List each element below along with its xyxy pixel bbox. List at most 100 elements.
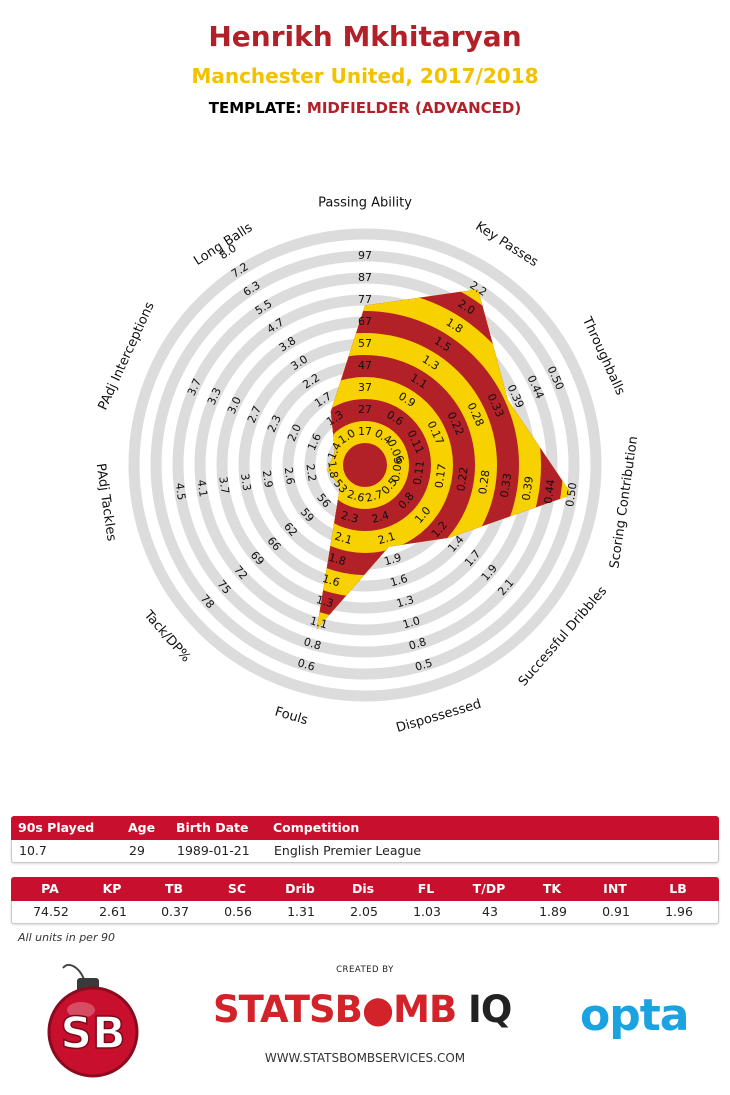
profile-value-90s: 10.7: [19, 843, 47, 858]
template-label: TEMPLATE:: [208, 99, 302, 117]
tick-label: 1.6: [389, 572, 409, 589]
tick-label: 3.7: [216, 476, 231, 495]
tick-label: 0.06: [389, 457, 405, 483]
tick-label: 67: [358, 315, 372, 328]
tick-label: 0.8: [407, 635, 427, 652]
stat-value-int: 0.91: [602, 904, 630, 919]
tick-label: 2.1: [376, 530, 396, 547]
tick-label: 97: [358, 249, 372, 262]
tick-label: 77: [358, 293, 372, 306]
stat-value-lb: 1.96: [665, 904, 693, 919]
profile-table-row: 10.7 29 1989-01-21 English Premier Leagu…: [11, 840, 719, 863]
tick-label: 2.1: [333, 530, 353, 547]
player-name: Henrikh Mkhitaryan: [208, 20, 522, 53]
tick-label: 1.9: [383, 551, 403, 568]
profile-value-age: 29: [129, 843, 145, 858]
radar-ring-10: [128, 228, 602, 702]
profile-table-header: 90s Played Age Birth Date Competition: [11, 816, 719, 840]
brand-iq: IQ: [456, 988, 512, 1031]
stats-table-row: 74.52 2.61 0.37 0.56 1.31 2.05 1.03 43 1…: [11, 901, 719, 924]
tick-label: 1.6: [321, 572, 341, 589]
tick-label: 37: [358, 381, 372, 394]
profile-header-age: Age: [128, 820, 156, 835]
stat-value-sc: 0.56: [224, 904, 252, 919]
stat-value-fl: 1.03: [413, 904, 441, 919]
axis-name: Fouls: [273, 704, 310, 728]
tick-label: 0.5: [414, 656, 434, 673]
radar-chart: 1727374757677787970.40.60.91.11.31.51.82…: [93, 196, 642, 737]
template-value: MIDFIELDER (ADVANCED): [306, 99, 522, 117]
tick-label: 4.1: [195, 479, 210, 498]
stat-header-fl: FL: [417, 881, 435, 896]
tick-label: 2.7: [364, 488, 384, 505]
tick-label: 2.2: [303, 463, 318, 482]
tick-label: 87: [358, 271, 372, 284]
stat-value-dis: 2.05: [350, 904, 378, 919]
tick-label: 0.39: [520, 475, 536, 501]
profile-header-competition: Competition: [273, 820, 360, 835]
tick-label: 0.50: [563, 482, 579, 508]
tick-label: 2.9: [260, 469, 275, 488]
stat-value-drib: 1.31: [287, 904, 315, 919]
stat-value-tdp: 43: [482, 904, 498, 919]
website-url: WWW.STATSBOMBSERVICES.COM: [264, 1051, 466, 1065]
axis-name: PAdj Tackles: [93, 462, 119, 542]
stat-header-dis: Dis: [351, 881, 375, 896]
statsbomb-iq-logo: STATSB●MB IQ: [213, 988, 512, 1031]
units-note: All units in per 90: [18, 931, 115, 944]
tick-label: 0.17: [433, 463, 449, 489]
tick-label: 4.5: [173, 482, 188, 501]
tick-label: 27: [358, 403, 372, 416]
stats-table: PA KP TB SC Drib Dis FL T/DP TK INT LB 7…: [11, 877, 719, 924]
tick-label: 2.3: [339, 509, 359, 526]
tick-label: 1.3: [395, 593, 415, 610]
tick-label: 0.44: [541, 478, 557, 504]
radar-center: [349, 449, 381, 481]
stats-table-header: PA KP TB SC Drib Dis FL T/DP TK INT LB: [11, 877, 719, 901]
stat-value-pa: 74.52: [33, 904, 69, 919]
tick-label: 0.6: [296, 656, 316, 673]
profile-header-birth: Birth Date: [176, 820, 249, 835]
stat-header-lb: LB: [669, 881, 687, 896]
radar-ring-9: [150, 250, 580, 680]
stat-header-tdp: T/DP: [472, 881, 506, 896]
tick-label: 0.8: [302, 635, 322, 652]
tick-label: 17: [358, 425, 372, 438]
brand-statsbomb: STATSB●MB: [213, 988, 457, 1031]
tick-label: 0.28: [476, 469, 492, 495]
stat-header-tk: TK: [542, 881, 562, 896]
radar-ring-8: [172, 272, 558, 658]
tick-label: 2.6: [346, 488, 366, 505]
tick-label: 1.3: [315, 593, 335, 610]
template-line: TEMPLATE: MIDFIELDER (ADVANCED): [0, 99, 730, 117]
axis-name: Passing Ability: [318, 196, 412, 211]
tick-label: 0.50: [545, 364, 567, 392]
profile-value-birth: 1989-01-21: [177, 843, 250, 858]
tick-label: 2.6: [282, 466, 297, 485]
axis-name: Dispossessed: [394, 697, 483, 736]
tick-label: 1.8: [325, 460, 340, 479]
stat-header-pa: PA: [41, 881, 59, 896]
tick-label: 0.44: [525, 373, 547, 401]
profile-value-competition: English Premier League: [274, 843, 422, 858]
stat-header-tb: TB: [164, 881, 184, 896]
stat-value-tb: 0.37: [161, 904, 189, 919]
stat-header-drib: Drib: [285, 881, 315, 896]
statsbomb-bomb-icon: SB: [47, 963, 139, 1078]
created-by: CREATED BY: [336, 965, 394, 975]
opta-logo: opta: [580, 990, 689, 1041]
tick-label: 0.33: [498, 472, 514, 498]
tick-label: 47: [358, 359, 372, 372]
tick-label: 57: [358, 337, 372, 350]
profile-header-90s: 90s Played: [18, 820, 95, 835]
tick-label: 3.3: [238, 473, 253, 492]
stat-header-int: INT: [603, 881, 627, 896]
tick-label: 1.0: [401, 614, 421, 631]
tick-label: 1.1: [308, 614, 328, 631]
axis-name: Scoring Contribution: [607, 435, 641, 569]
team-season: Manchester United, 2017/2018: [191, 64, 539, 88]
sb-badge-text: SB: [60, 1008, 125, 1059]
stat-value-kp: 2.61: [99, 904, 127, 919]
tick-label: 0.11: [411, 460, 427, 486]
tick-label: 1.8: [327, 551, 347, 568]
